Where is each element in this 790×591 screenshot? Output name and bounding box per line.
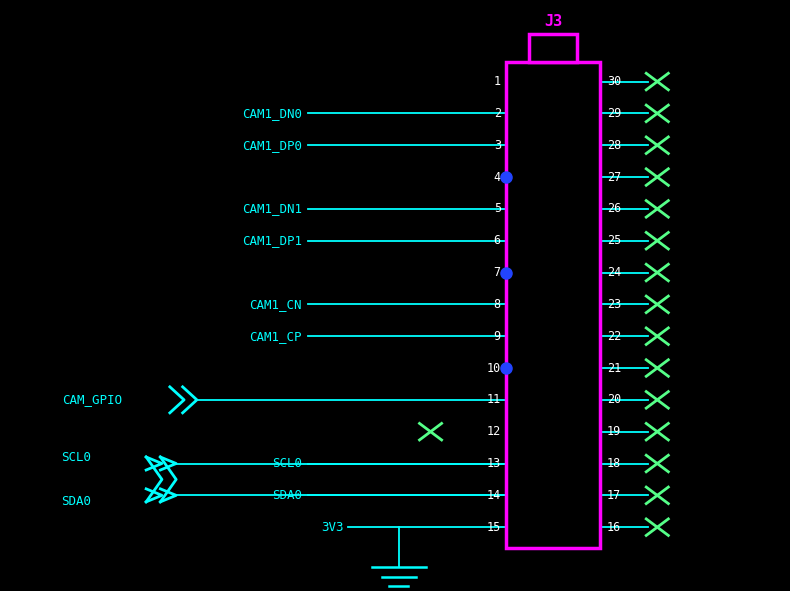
Text: 3V3: 3V3 [322, 521, 344, 534]
Text: 9: 9 [494, 330, 501, 343]
Text: 24: 24 [607, 266, 621, 279]
Text: 29: 29 [607, 107, 621, 120]
Text: 22: 22 [607, 330, 621, 343]
Text: 2: 2 [494, 107, 501, 120]
Text: 25: 25 [607, 234, 621, 247]
Text: 17: 17 [607, 489, 621, 502]
Text: 5: 5 [494, 202, 501, 215]
Text: 13: 13 [487, 457, 501, 470]
Text: 14: 14 [487, 489, 501, 502]
Text: 16: 16 [607, 521, 621, 534]
Text: 26: 26 [607, 202, 621, 215]
Text: CAM_GPIO: CAM_GPIO [62, 394, 122, 407]
Text: SDA0: SDA0 [61, 495, 91, 508]
Text: 30: 30 [607, 75, 621, 88]
Text: CAM1_DN1: CAM1_DN1 [242, 202, 302, 215]
Text: 19: 19 [607, 425, 621, 438]
Text: CAM1_DN0: CAM1_DN0 [242, 107, 302, 120]
Text: 10: 10 [487, 362, 501, 375]
Text: 27: 27 [607, 171, 621, 184]
Text: 1: 1 [494, 75, 501, 88]
Text: 23: 23 [607, 298, 621, 311]
Text: 8: 8 [494, 298, 501, 311]
Text: SCL0: SCL0 [61, 451, 91, 464]
Text: 20: 20 [607, 394, 621, 407]
Text: 15: 15 [487, 521, 501, 534]
Text: J3: J3 [544, 14, 562, 29]
Text: CAM1_CN: CAM1_CN [250, 298, 302, 311]
Text: 6: 6 [494, 234, 501, 247]
Text: 11: 11 [487, 394, 501, 407]
Text: 28: 28 [607, 139, 621, 152]
Bar [506, 62, 600, 548]
Text: SDA0: SDA0 [272, 489, 302, 502]
Text: SCL0: SCL0 [272, 457, 302, 470]
Text: 12: 12 [487, 425, 501, 438]
Bar [529, 68, 577, 540]
Text: 7: 7 [494, 266, 501, 279]
Text: CAM1_CP: CAM1_CP [250, 330, 302, 343]
Text: 4: 4 [494, 171, 501, 184]
Text: 3: 3 [494, 139, 501, 152]
Bar [529, 34, 577, 62]
Text: 18: 18 [607, 457, 621, 470]
Text: CAM1_DP1: CAM1_DP1 [242, 234, 302, 247]
Text: 21: 21 [607, 362, 621, 375]
Text: CAM1_DP0: CAM1_DP0 [242, 139, 302, 152]
